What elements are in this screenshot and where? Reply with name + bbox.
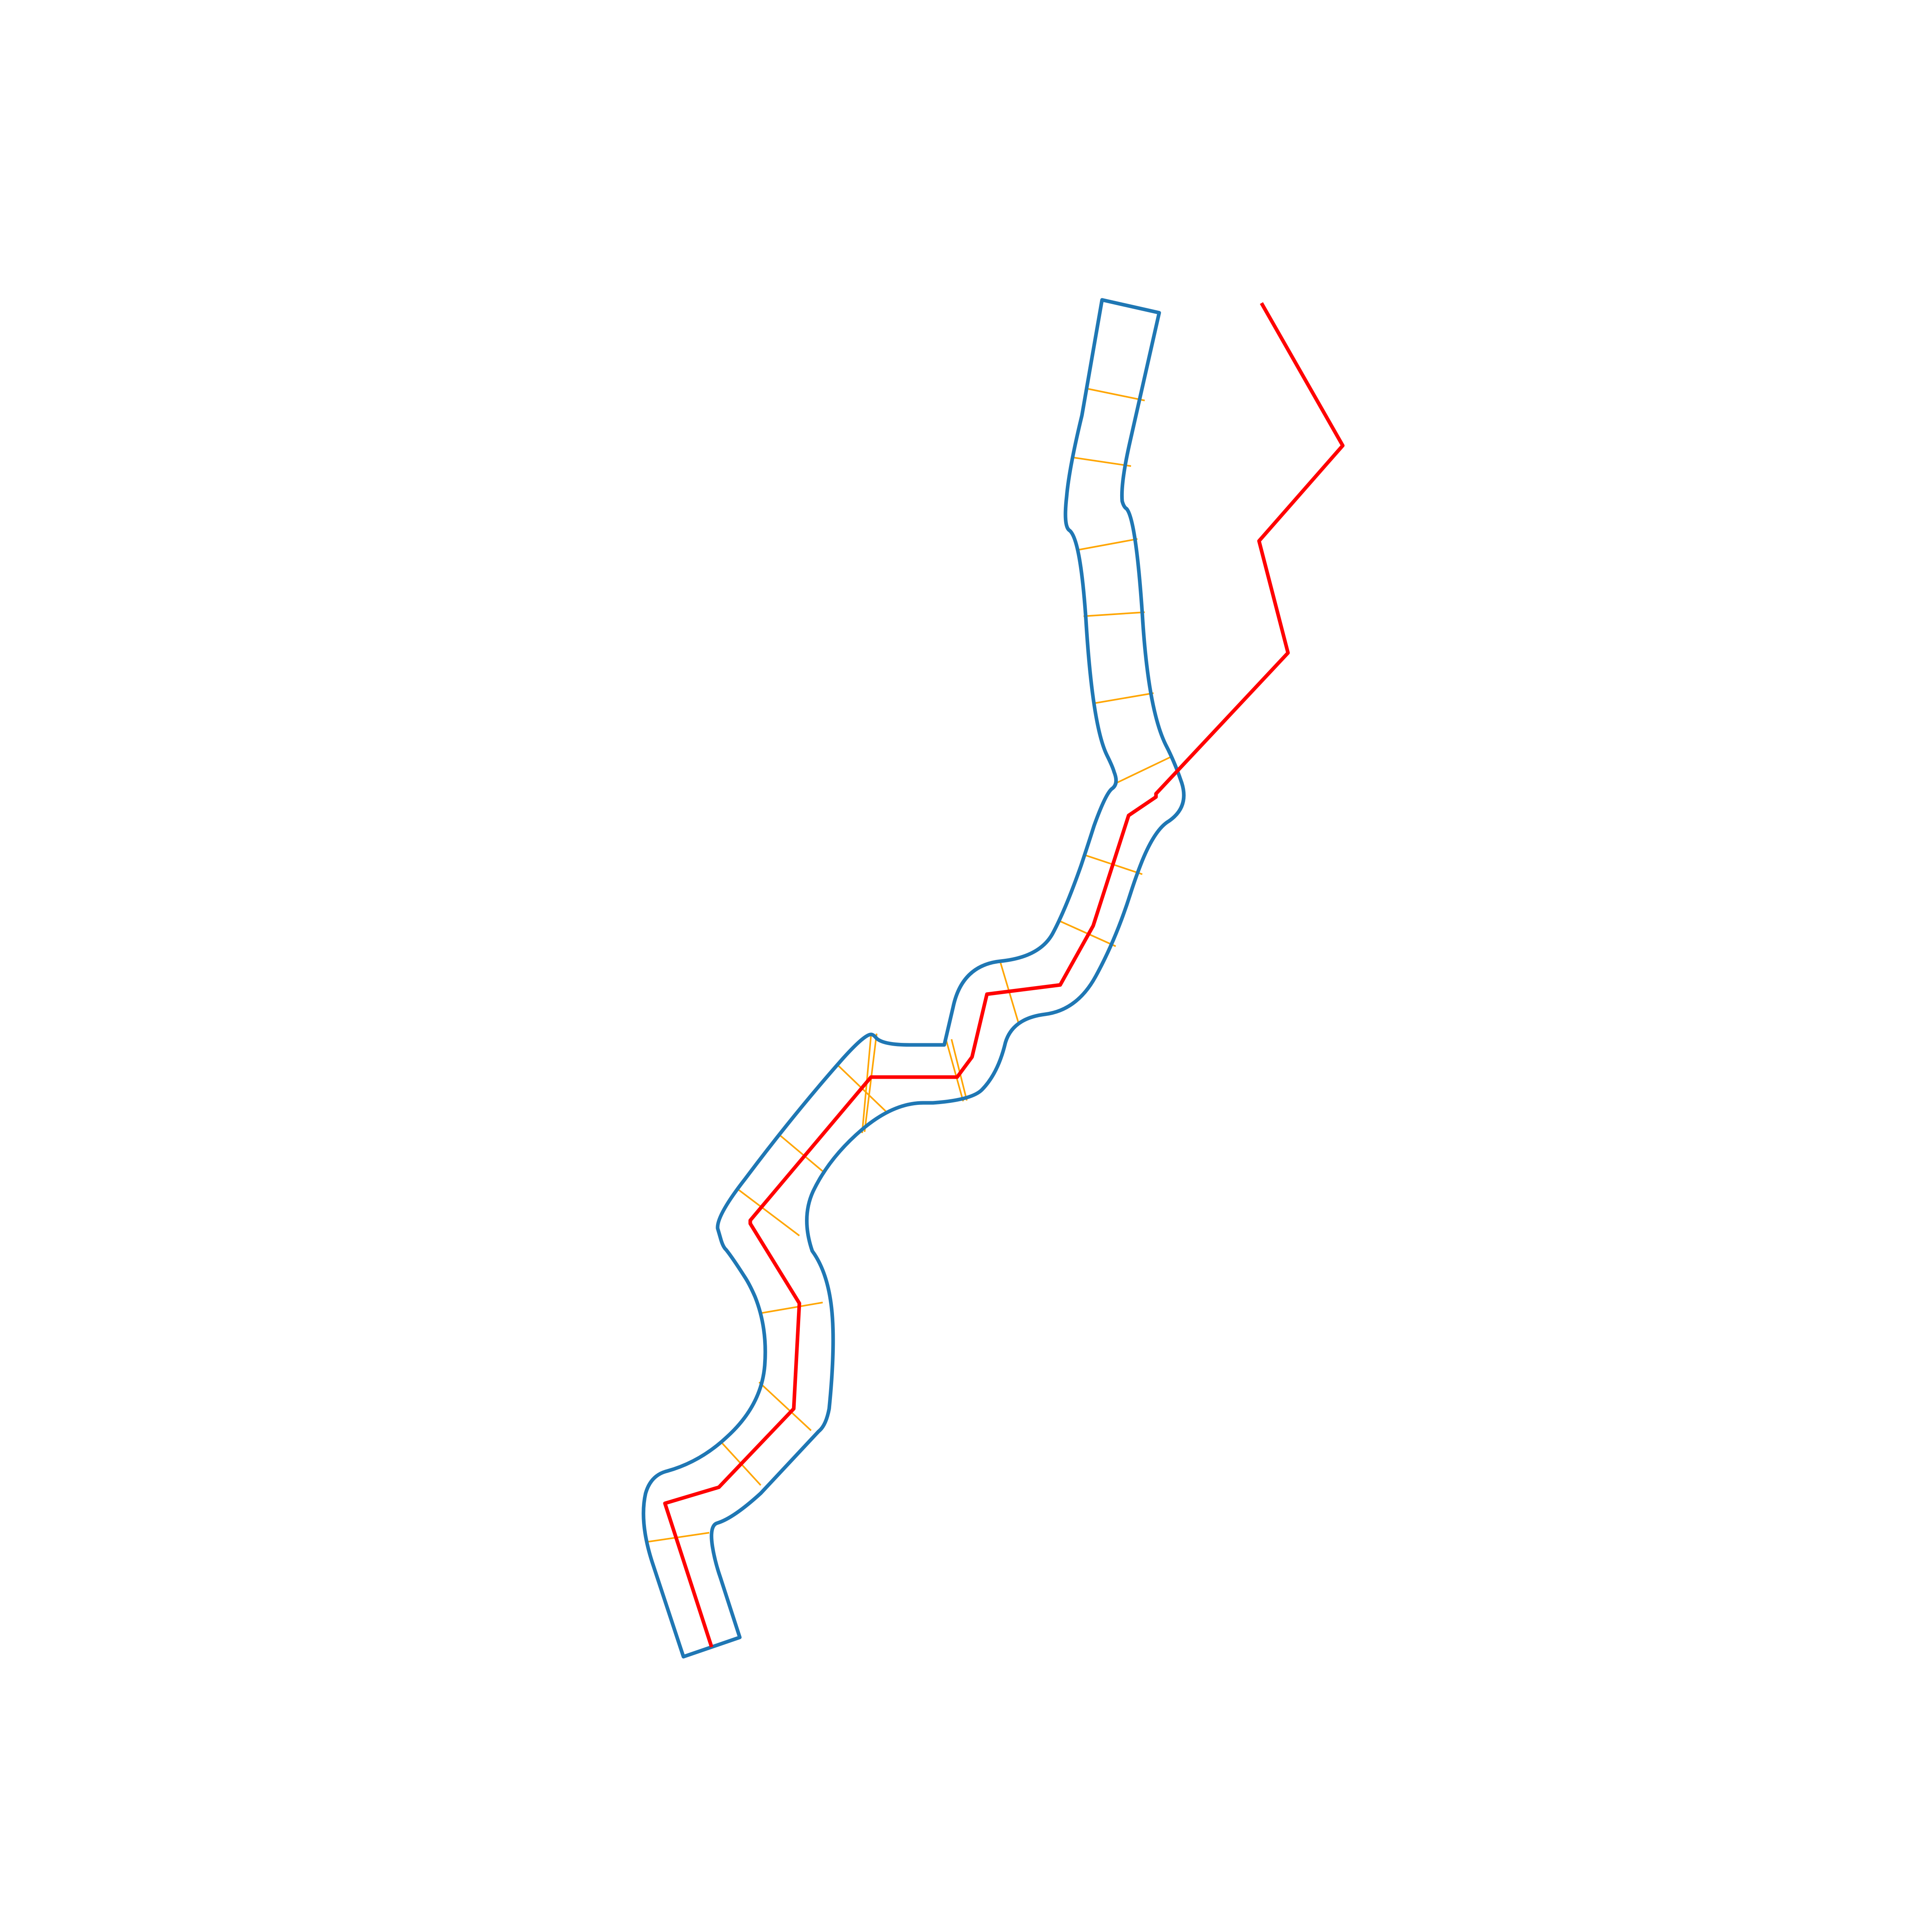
cross-section-line [762, 1302, 823, 1314]
channel-outline-path [642, 298, 1186, 1659]
centerline-path [663, 302, 1345, 1648]
cross-section-line [1083, 611, 1145, 617]
cross-section-line [736, 1188, 800, 1236]
cross-section-line [864, 1033, 877, 1132]
cross-section-line [1086, 388, 1145, 401]
channel-outline [642, 298, 1186, 1659]
cross-section-line [1071, 456, 1131, 467]
cross-section-line [951, 1039, 968, 1101]
cross-section-line [1092, 692, 1154, 704]
cross-section-line [945, 1037, 964, 1102]
cross-section-line [779, 1134, 826, 1174]
cross-section-line [758, 1381, 812, 1431]
centerline [663, 302, 1345, 1648]
cross-section-line [1076, 538, 1138, 551]
cross-section-line [1115, 756, 1172, 784]
cross-section-lines [646, 388, 1172, 1543]
